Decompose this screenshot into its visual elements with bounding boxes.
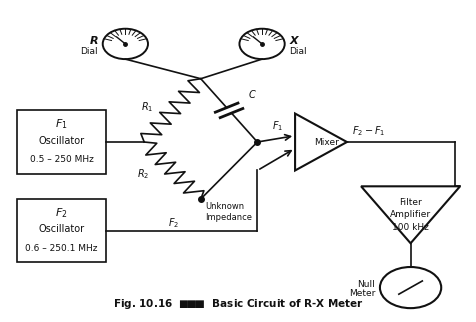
Text: Meter: Meter bbox=[348, 289, 375, 298]
Text: 0.6 – 250.1 MHz: 0.6 – 250.1 MHz bbox=[25, 244, 98, 253]
Text: $F_2$: $F_2$ bbox=[168, 216, 178, 230]
FancyBboxPatch shape bbox=[17, 110, 106, 174]
Text: $R_2$: $R_2$ bbox=[136, 167, 149, 181]
Text: $F_2$: $F_2$ bbox=[55, 206, 68, 220]
Text: X: X bbox=[289, 36, 298, 46]
Text: Amplifier: Amplifier bbox=[389, 210, 430, 219]
Text: Oscillator: Oscillator bbox=[39, 224, 85, 234]
Text: Filter: Filter bbox=[398, 198, 421, 207]
Text: Dial: Dial bbox=[80, 47, 98, 56]
Text: Dial: Dial bbox=[289, 47, 307, 56]
Text: $F_1$: $F_1$ bbox=[55, 118, 68, 131]
Text: $C$: $C$ bbox=[248, 88, 256, 100]
Text: 100 kHz: 100 kHz bbox=[391, 223, 428, 232]
Text: $R_1$: $R_1$ bbox=[141, 100, 153, 114]
Text: Mixer: Mixer bbox=[313, 137, 338, 147]
Text: Oscillator: Oscillator bbox=[39, 136, 85, 146]
Text: 0.5 – 250 MHz: 0.5 – 250 MHz bbox=[30, 155, 93, 164]
FancyBboxPatch shape bbox=[17, 199, 106, 262]
Text: R: R bbox=[89, 36, 98, 46]
Text: $F_2 - F_1$: $F_2 - F_1$ bbox=[351, 124, 384, 138]
Text: $F_1$: $F_1$ bbox=[271, 119, 282, 133]
Text: Unknown
Impedance: Unknown Impedance bbox=[205, 202, 252, 222]
Text: Fig. 10.16  $\blacksquare\!\blacksquare\!\blacksquare$  Basic Circuit of R-X Met: Fig. 10.16 $\blacksquare\!\blacksquare\!… bbox=[113, 297, 363, 311]
Text: Null: Null bbox=[357, 280, 375, 289]
